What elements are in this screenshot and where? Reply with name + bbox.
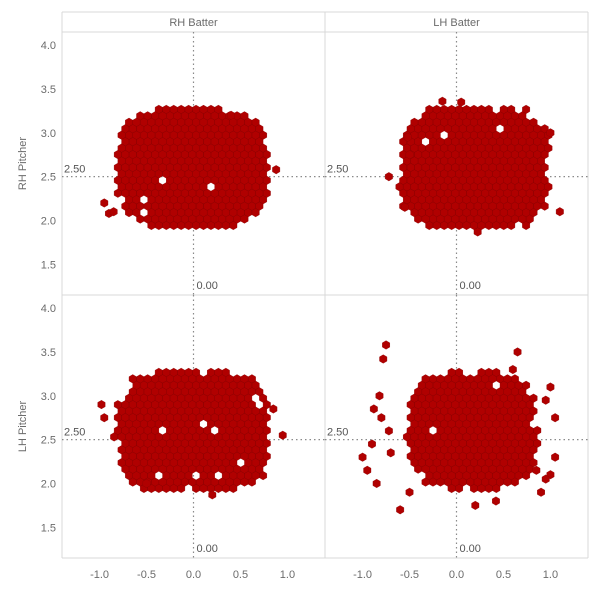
stray-hex — [227, 110, 235, 120]
stray-hex — [546, 382, 555, 392]
y-tick-label: 4.0 — [41, 303, 56, 315]
stray-hex — [384, 172, 393, 182]
stray-hex — [541, 474, 550, 484]
y-tick-label: 2.0 — [41, 215, 56, 227]
stray-hex — [555, 207, 564, 217]
stray-hex — [369, 404, 378, 414]
y-tick-label: 3.0 — [41, 391, 56, 403]
y-tick-label: 3.5 — [41, 84, 56, 96]
stray-hex — [513, 347, 522, 357]
hex-bins-fill — [110, 367, 271, 494]
reference-x-label: 0.00 — [197, 543, 218, 555]
stray-hex — [208, 490, 217, 500]
x-tick-label: 0.5 — [233, 569, 248, 581]
x-tick-label: 0.0 — [186, 569, 201, 581]
reference-x-label: 0.00 — [460, 280, 481, 292]
stray-hex — [109, 207, 118, 217]
stray-hex — [396, 505, 405, 515]
reference-y-label: 2.50 — [64, 427, 85, 439]
hex-panel-0-1 — [97, 367, 287, 500]
reference-y-label: 2.50 — [327, 164, 348, 176]
y-tick-label: 3.5 — [41, 347, 56, 359]
stray-hex — [403, 132, 412, 142]
column-header-lh-batter: LH Batter — [433, 17, 480, 29]
hex-bins-fill — [403, 367, 542, 494]
stray-hex — [100, 413, 109, 423]
stray-hex — [471, 500, 480, 510]
stray-hex — [405, 150, 414, 160]
x-tick-label: 0.0 — [449, 569, 464, 581]
hex-panel-0-0 — [100, 104, 281, 231]
y-tick-label: 1.5 — [41, 522, 56, 534]
hex-panel-1-0 — [384, 96, 564, 237]
stray-hex — [551, 452, 560, 462]
x-tick-label: -1.0 — [353, 569, 372, 581]
row-header-rh-pitcher: RH Pitcher — [17, 137, 29, 191]
stray-hex — [272, 165, 281, 175]
stray-hex — [438, 96, 447, 106]
stray-hex — [100, 198, 109, 208]
x-tick-label: 0.5 — [496, 569, 511, 581]
x-tick-label: 1.0 — [543, 569, 558, 581]
stray-hex — [368, 439, 376, 449]
hex-bins-fill — [395, 104, 553, 237]
stray-hex — [382, 340, 390, 350]
stray-hex — [537, 487, 545, 497]
stray-hex — [492, 496, 500, 506]
stray-hex — [372, 478, 381, 488]
stray-hex — [532, 465, 541, 475]
y-tick-label: 1.5 — [41, 259, 56, 271]
stray-hex — [386, 448, 395, 458]
labels: RH Batter LH Batter RH Pitcher LH Pitche… — [17, 17, 558, 581]
stray-hex — [358, 452, 367, 462]
y-tick-label: 2.0 — [41, 478, 56, 490]
stray-hex — [363, 465, 372, 475]
reference-x-label: 0.00 — [460, 543, 481, 555]
column-header-rh-batter: RH Batter — [169, 17, 218, 29]
x-tick-label: 1.0 — [280, 569, 295, 581]
stray-hex — [142, 478, 151, 488]
stray-hex — [97, 400, 106, 410]
stray-hex — [541, 395, 550, 405]
stray-hex — [551, 413, 560, 423]
hex-bins — [97, 96, 564, 515]
y-tick-label: 2.5 — [41, 435, 56, 447]
hex-panel-1-1 — [358, 340, 560, 515]
reference-y-label: 2.50 — [64, 164, 85, 176]
stray-hex — [400, 202, 409, 212]
stray-hex — [379, 354, 388, 364]
stray-hex — [457, 97, 466, 107]
stray-hex — [269, 404, 278, 414]
reference-y-label: 2.50 — [327, 427, 348, 439]
y-tick-label: 4.0 — [41, 40, 56, 52]
stray-hex — [384, 426, 393, 436]
stray-hex — [508, 365, 517, 375]
y-tick-label: 3.0 — [41, 128, 56, 140]
x-tick-label: -0.5 — [137, 569, 156, 581]
x-tick-label: -1.0 — [90, 569, 109, 581]
hex-bins-fill — [113, 104, 271, 231]
y-tick-label: 2.5 — [41, 172, 56, 184]
stray-hex — [375, 391, 384, 401]
panel-grid — [61, 11, 589, 559]
stray-hex — [377, 413, 386, 423]
stray-hex — [278, 430, 287, 440]
row-header-lh-pitcher: LH Pitcher — [17, 400, 29, 452]
stray-hex — [546, 128, 555, 138]
x-tick-label: -0.5 — [400, 569, 419, 581]
reference-x-label: 0.00 — [197, 280, 218, 292]
stray-hex — [405, 487, 414, 497]
